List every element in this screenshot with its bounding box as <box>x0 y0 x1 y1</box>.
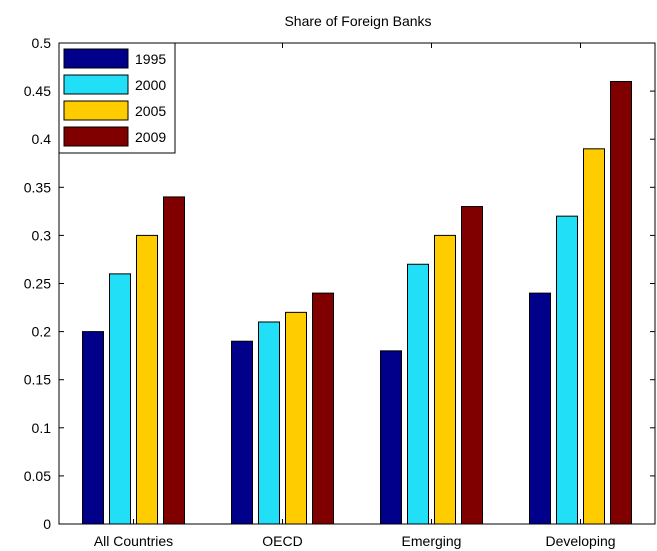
legend-label-2005: 2005 <box>135 103 166 119</box>
y-tick-label: 0.05 <box>24 468 51 484</box>
y-tick-label: 0.4 <box>32 131 52 147</box>
x-tick-label: All Countries <box>94 533 173 549</box>
bars-layer <box>82 80 632 525</box>
legend-label-2009: 2009 <box>135 129 166 145</box>
bar-2000-oecd <box>258 321 280 525</box>
bar-1995-all-countries <box>82 331 104 525</box>
bar-2000-emerging <box>407 263 429 525</box>
axes-layer: 0 0.05 0.1 0.15 0.2 0.25 0.3 0.35 0.4 0.45 0.5 All … <box>24 35 656 549</box>
bar-2009-emerging <box>461 206 483 525</box>
y-tick-label: 0.25 <box>24 276 51 292</box>
bar-2005-oecd <box>285 311 307 525</box>
bar-2005-emerging <box>434 234 456 525</box>
legend-swatch-2000 <box>63 74 129 95</box>
bar-1995-developing <box>529 292 551 525</box>
bar-2009-oecd <box>312 292 334 525</box>
y-tick-label: 0.3 <box>32 227 52 243</box>
y-tick-label: 0.45 <box>24 83 51 99</box>
bar-2005-all-countries <box>136 234 158 525</box>
bar-2009-developing <box>610 80 632 525</box>
legend-label-1995: 1995 <box>135 51 166 67</box>
x-tick-label: OECD <box>262 533 302 549</box>
bar-2000-all-countries <box>109 273 131 525</box>
chart-title: Share of Foreign Banks <box>284 13 431 29</box>
y-tick-label: 0.35 <box>24 179 51 195</box>
legend-label-2000: 2000 <box>135 77 166 93</box>
y-tick-label: 0.2 <box>32 324 52 340</box>
legend: 1995 2000 2005 2009 <box>58 42 176 154</box>
legend-swatch-1995 <box>63 48 129 69</box>
bar-2000-developing <box>556 215 578 525</box>
bar-2009-all-countries <box>163 196 185 525</box>
y-tick-label: 0 <box>43 516 51 532</box>
legend-swatch-2005 <box>63 100 129 121</box>
x-tick-label: Emerging <box>402 533 462 549</box>
bar-2005-developing <box>583 148 605 525</box>
bar-1995-emerging <box>380 350 402 525</box>
legend-swatch-2009 <box>63 126 129 147</box>
x-tick-label: Developing <box>545 533 615 549</box>
y-tick-label: 0.15 <box>24 372 51 388</box>
y-tick-label: 0.1 <box>32 420 52 436</box>
bar-1995-oecd <box>231 340 253 525</box>
y-tick-label: 0.5 <box>32 35 52 51</box>
